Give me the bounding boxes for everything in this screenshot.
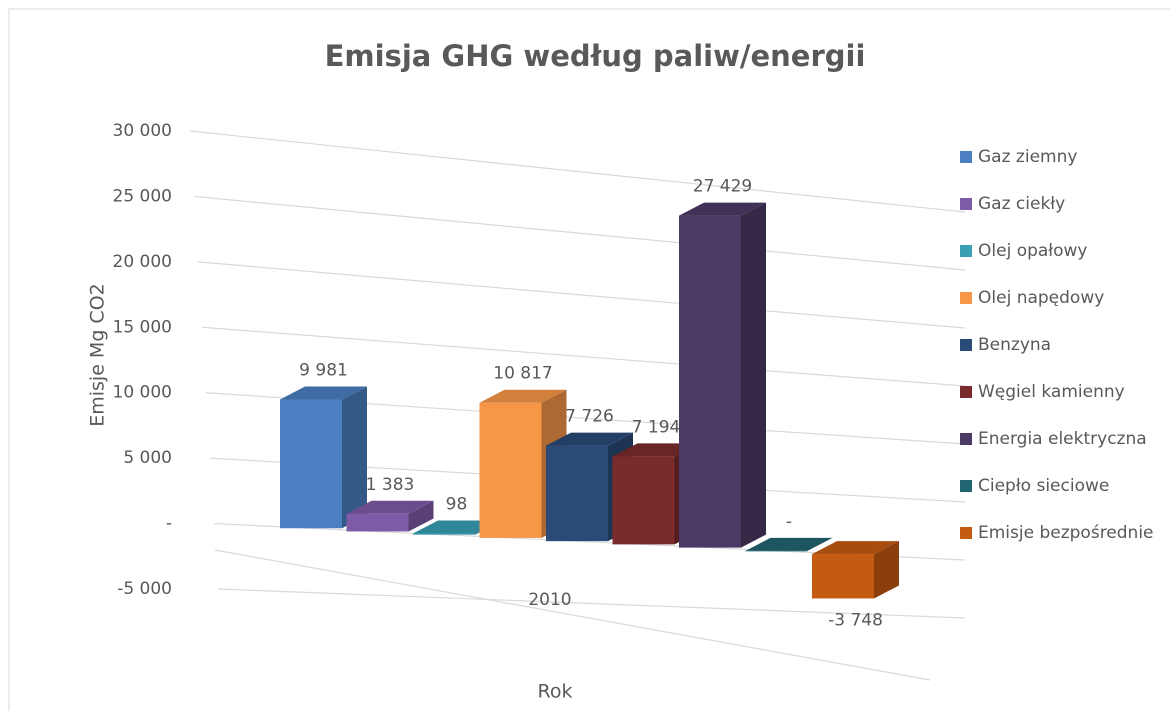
bar: [346, 513, 409, 532]
x-axis-label: Rok: [538, 681, 573, 703]
legend-swatch: [960, 527, 972, 539]
legend-swatch: [960, 386, 972, 398]
bar: [812, 554, 874, 599]
grid-line: [217, 588, 966, 619]
value-label: 7 194: [632, 417, 681, 437]
bar: [745, 550, 808, 552]
legend-label: Węgiel kamienny: [978, 382, 1125, 402]
legend-label: Benzyna: [978, 335, 1051, 355]
bar-side: [408, 500, 434, 532]
y-tick-label: 15 000: [113, 317, 172, 337]
y-tick-label: -5 000: [117, 579, 172, 599]
bar-top: [546, 432, 633, 446]
legend-label: Olej napędowy: [978, 288, 1104, 308]
bar-top: [280, 386, 367, 400]
bar: [413, 533, 475, 535]
grid-line: [193, 195, 966, 271]
bar-top: [346, 500, 434, 514]
bar-side: [741, 202, 766, 548]
y-tick-label: 30 000: [113, 121, 172, 141]
bar-group: [346, 500, 434, 532]
bar-group: [679, 202, 766, 548]
chart-title: Emisja GHG według paliw/energii: [325, 39, 866, 73]
legend-swatch: [960, 198, 972, 210]
floor-line: [214, 549, 931, 681]
bar-top: [413, 520, 500, 534]
bar-group: [280, 386, 367, 529]
legend-label: Olej opałowy: [978, 241, 1088, 261]
legend-label: Gaz ziemny: [978, 147, 1077, 167]
x-tick-label: 2010: [528, 590, 571, 610]
legend-label: Ciepło sieciowe: [978, 476, 1109, 496]
grid-line: [189, 130, 966, 213]
value-label: 98: [446, 494, 468, 514]
value-label: 9 981: [299, 361, 348, 381]
y-axis-label: Emisje Mg CO2: [87, 283, 109, 427]
value-label: 1 383: [366, 475, 415, 495]
bar-top: [812, 541, 899, 555]
legend-swatch: [960, 292, 972, 304]
bar: [612, 456, 675, 545]
legend-swatch: [960, 339, 972, 351]
grid-line: [201, 326, 966, 387]
value-label: 7 726: [565, 407, 614, 427]
legend-label: Energia elektryczna: [978, 429, 1147, 449]
legend-swatch: [960, 480, 972, 492]
chart-frame: [8, 8, 1170, 711]
value-label: 10 817: [493, 364, 552, 384]
legend-swatch: [960, 433, 972, 445]
bar-top: [479, 389, 567, 403]
y-tick-label: 25 000: [113, 186, 172, 206]
legend-label: Emisje bezpośrednie: [978, 523, 1154, 543]
y-tick-label: -: [166, 514, 172, 534]
bar-group: [745, 537, 833, 552]
bar: [679, 215, 741, 548]
legend-swatch: [960, 151, 972, 163]
y-tick-label: 10 000: [113, 383, 172, 403]
bar: [479, 402, 542, 538]
bar-side: [342, 386, 367, 529]
value-label: -: [786, 512, 792, 532]
y-tick-label: 20 000: [113, 252, 172, 272]
grid-line: [197, 261, 966, 329]
y-tick-label: 5 000: [123, 448, 172, 468]
value-label: -3 748: [828, 610, 883, 630]
bar: [546, 445, 608, 542]
bar-top: [745, 537, 833, 551]
bar-top: [612, 443, 700, 457]
value-label: 27 429: [693, 177, 752, 197]
bar: [280, 399, 342, 529]
bar-side: [874, 541, 899, 599]
legend-label: Gaz ciekły: [978, 194, 1065, 214]
bar-top: [679, 202, 766, 216]
legend-swatch: [960, 245, 972, 257]
bar-group: [812, 541, 899, 599]
